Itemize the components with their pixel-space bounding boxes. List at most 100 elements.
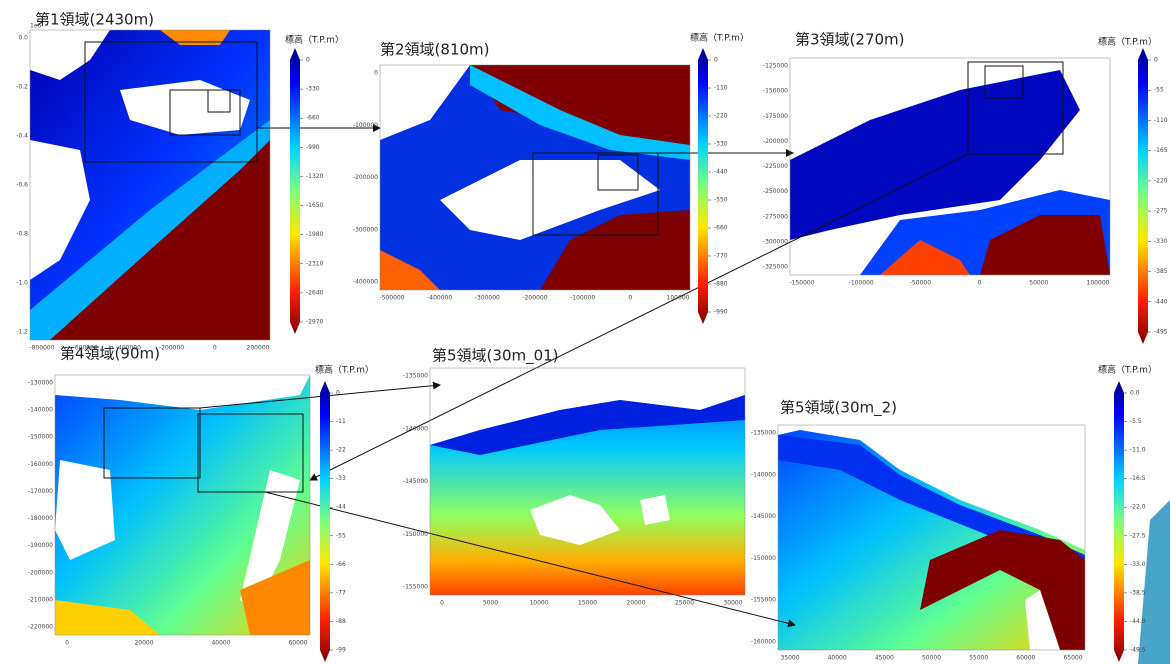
colorbar-tick-label: -165 [1154,147,1168,154]
y-tick-label: -200000 [763,138,788,145]
y-tick-label: -140000 [751,471,776,478]
x-tick-label: 20000 [626,600,645,607]
x-tick-label: 200000 [247,345,270,352]
colorbar [290,48,300,334]
colorbar-tick-label: -275 [1154,208,1168,215]
colorbar-tick-label: -440 [1154,298,1168,305]
x-tick-label: 0 [213,345,217,352]
y-tick-label: -220000 [28,624,53,631]
y-tick-label: -150000 [403,531,428,538]
y-tick-label: -200000 [353,174,378,181]
y-tick-label: -225000 [763,163,788,170]
y-tick-label: -135000 [403,373,428,380]
panel-title: 第5領域(30m_01) [432,347,559,366]
x-tick-label: 50000 [1029,280,1048,287]
colorbar-tick-label: -11.0 [1130,447,1146,454]
colorbar-tick-label: -55 [1154,87,1164,94]
y-tick-label: -190000 [28,542,53,549]
colorbar-label: 標高（T.P.m） [285,34,344,46]
colorbar-tick-label: -27.5 [1130,532,1146,539]
x-tick-label: 0 [440,600,444,607]
map-5b [778,425,1085,650]
colorbar-tick-label: -220 [1154,177,1168,184]
y-tick-label: -150000 [28,434,53,441]
colorbar-tick-label: -55 [336,532,346,539]
x-tick-label: -50000 [910,280,931,287]
x-tick-label: -100000 [849,280,874,287]
slide: 第1領域(2430m)0.0-0.2-0.4-0.6-0.8-1.0-1.2-8… [0,0,1170,664]
colorbar-label: 標高（T.P.m） [1098,364,1157,376]
colorbar-tick-label: -77 [336,589,346,596]
x-tick-label: 55000 [969,655,988,662]
y-tick-label: -300000 [763,238,788,245]
colorbar-tick-label: -44 [336,504,346,511]
colorbar-tick-label: -110 [1154,117,1168,124]
y-tick-label: -1.2 [16,329,28,336]
colorbar-tick-label: -99 [336,647,346,654]
colorbar [1114,381,1124,662]
x-tick-label: -100000 [570,295,595,302]
colorbar-tick-label: -880 [714,281,728,288]
x-tick-label: 40000 [211,640,230,647]
colorbar-tick-label: -2310 [306,260,324,267]
x-tick-label: -300000 [475,295,500,302]
colorbar-tick-label: -385 [1154,268,1168,275]
x-tick-label: 65000 [1063,655,1082,662]
colorbar [320,381,330,662]
colorbar-tick-label: -11 [336,418,346,425]
x-tick-label: 20000 [134,640,153,647]
x-tick-label: -500000 [379,295,404,302]
x-tick-label: 30000 [723,600,742,607]
y-tick-label: -145000 [751,513,776,520]
y-tick-label: -140000 [28,407,53,414]
x-tick-label: 10000 [529,600,548,607]
y-tick-label: -150000 [763,88,788,95]
colorbar-tick-label: 0 [306,57,310,64]
colorbar-tick-label: 0 [336,390,340,397]
map-2 [380,65,690,290]
colorbar-tick-label: -38.5 [1130,589,1146,596]
x-tick-label: 5000 [483,600,498,607]
y-tick-label: -210000 [28,596,53,603]
y-tick-label: -275000 [763,213,788,220]
x-tick-label: 35000 [780,655,799,662]
y-tick-label: -145000 [403,478,428,485]
colorbar-tick-label: -33 [336,475,346,482]
colorbar-tick-label: -770 [714,253,728,260]
y-tick-label: -155000 [403,584,428,591]
x-tick-label: 60000 [288,640,307,647]
y-tick-label: -160000 [28,461,53,468]
y-tick-label: -100000 [353,122,378,129]
panel-title: 第1領域(2430m) [35,11,154,29]
colorbar-tick-label: -16.5 [1130,475,1146,482]
panel-title: 第3領域(270m) [795,31,905,49]
y-tick-label: -0.8 [16,231,28,238]
colorbar-tick-label: -495 [1154,329,1168,336]
x-tick-label: -200000 [159,345,184,352]
x-tick-label: -150000 [789,280,814,287]
colorbar-tick-label: -660 [306,115,320,122]
panel-title: 第4領域(90m) [60,345,160,363]
colorbar-tick-label: -2640 [306,289,324,296]
colorbar-tick-label: -990 [306,144,320,151]
colorbar-tick-label: -49.5 [1130,647,1146,654]
colorbar [1138,48,1148,344]
y-tick-label: -170000 [28,488,53,495]
y-tick-label: -140000 [403,425,428,432]
colorbar-tick-label: -1650 [306,202,324,209]
y-tick-label: -325000 [763,264,788,271]
colorbar-tick-label: -1980 [306,231,324,238]
y-tick-label: -0.2 [16,84,28,91]
x-tick-label: 100000 [667,295,690,302]
y-tick-label: -0.4 [16,133,28,140]
y-tick-label: -125000 [763,63,788,70]
x-tick-label: -400000 [427,295,452,302]
colorbar-tick-label: 0 [714,57,718,64]
colorbar-tick-label: 0.0 [1130,390,1140,397]
colorbar-tick-label: -440 [714,169,728,176]
colorbar-tick-label: -88 [336,618,346,625]
y-tick-label: -200000 [28,569,53,576]
y-tick-label: -155000 [751,597,776,604]
y-tick-label: -250000 [763,188,788,195]
colorbar-tick-label: -330 [306,86,320,93]
